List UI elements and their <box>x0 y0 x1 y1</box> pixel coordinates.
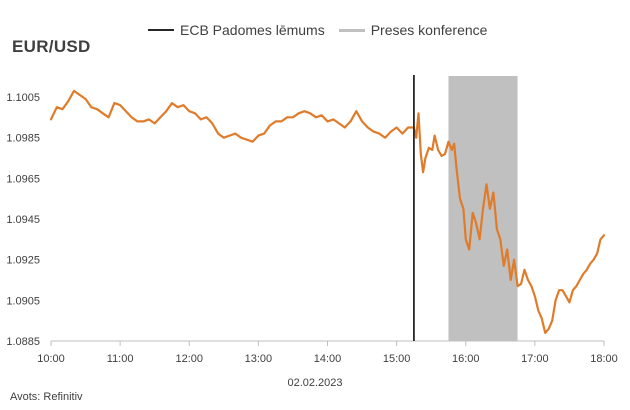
chart-title: EUR/USD <box>12 37 91 56</box>
x-tick-label: 11:00 <box>107 353 134 365</box>
y-tick-label: 1.0905 <box>6 295 40 307</box>
y-tick-label: 1.0965 <box>6 173 40 185</box>
y-tick-label: 1.0985 <box>6 133 40 145</box>
x-tick-label: 15:00 <box>383 353 411 365</box>
legend-label-ecb-decision: ECB Padomes lēmums <box>180 22 325 38</box>
x-tick-label: 18:00 <box>590 353 618 365</box>
x-tick-label: 17:00 <box>521 353 549 365</box>
x-tick-label: 16:00 <box>452 353 480 365</box>
series-layer <box>49 89 606 334</box>
x-tick-label: 12:00 <box>175 353 203 365</box>
legend-item-press-conference: Preses konference <box>338 22 488 38</box>
y-tick-label: 1.1005 <box>6 92 40 104</box>
source-note: Avots: Refinitiv <box>10 391 83 403</box>
y-axis: 1.1005 1.0985 1.0965 1.0945 1.0925 1.0905 1.08… <box>6 92 40 348</box>
date-label: 02.02.2023 <box>287 377 343 389</box>
y-tick-label: 1.0945 <box>6 214 40 226</box>
x-axis: 10:00 11:00 12:00 13:00 14:00 15:00 16:00 17:00… <box>37 340 618 365</box>
x-tick-label: 10:00 <box>37 353 65 365</box>
x-tick-label: 13:00 <box>245 353 273 365</box>
y-tick-label: 1.0925 <box>6 255 40 267</box>
legend-item-ecb-decision: ECB Padomes lēmums <box>148 22 325 38</box>
legend-label-press-conference: Preses konference <box>370 22 488 38</box>
x-tick-label: 14:00 <box>314 353 342 365</box>
legend-swatch-vertical-line <box>148 29 174 31</box>
legend-swatch-shaded-band <box>338 28 365 32</box>
legend: ECB Padomes lēmums Preses konference <box>148 22 501 38</box>
y-tick-label: 1.0885 <box>6 336 40 348</box>
series-line-eurusd <box>49 89 606 334</box>
